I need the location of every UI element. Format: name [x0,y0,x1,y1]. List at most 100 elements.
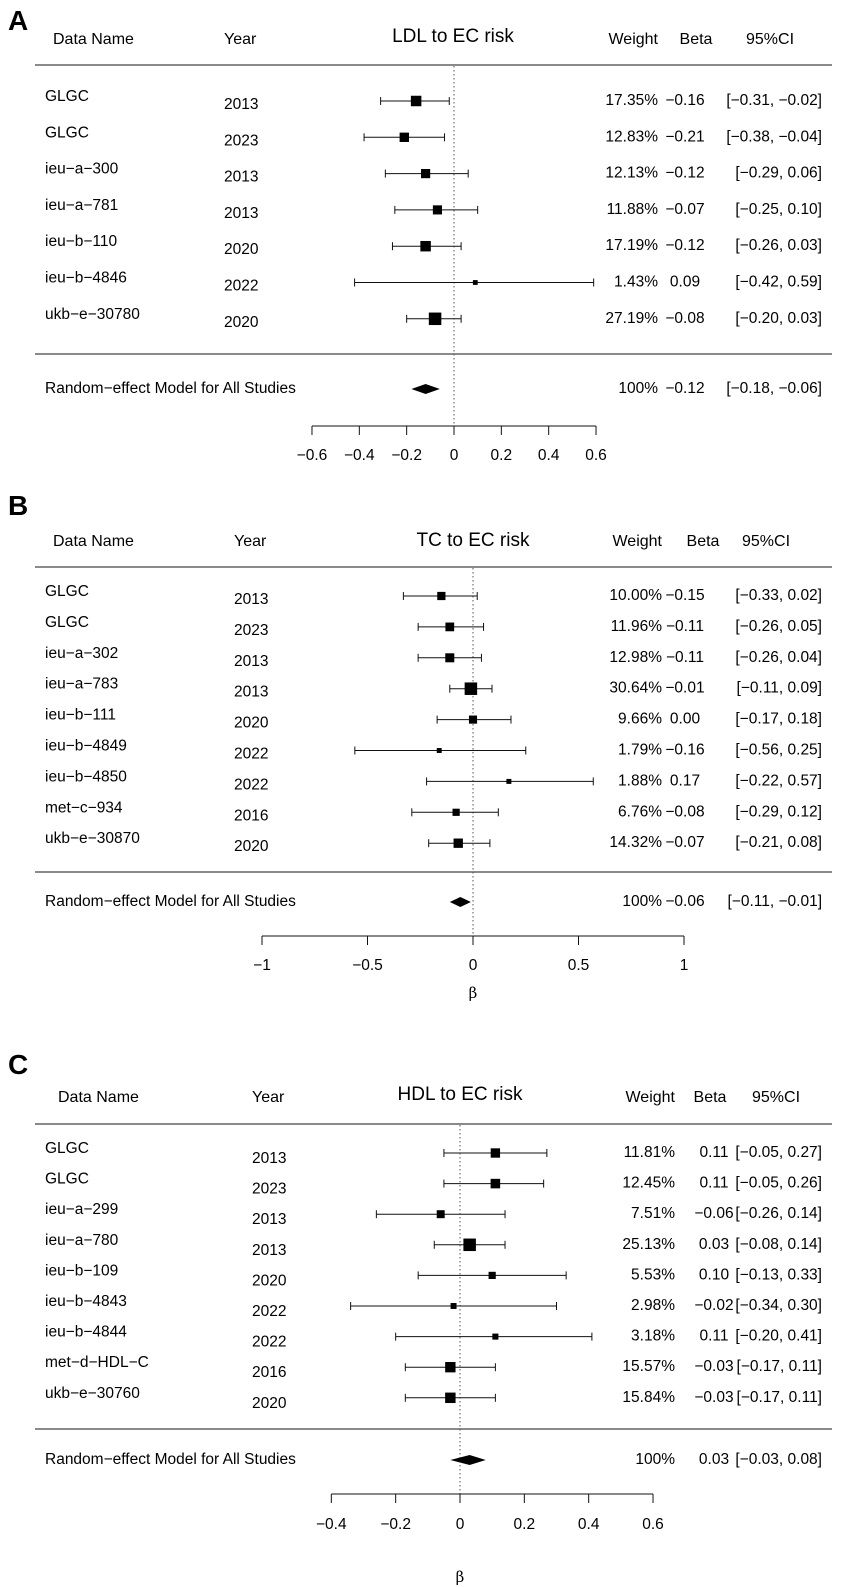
study-row: ieu−b−111 2020 9.66% 0.00 [−0.17, 0.18] [45,707,822,732]
summary-beta: −0.06 [665,893,704,910]
study-beta: −0.16 [665,92,704,109]
column-header-beta: Beta [680,31,713,48]
study-ci: [−0.38, −0.04] [726,128,822,145]
summary-diamond [449,897,471,907]
study-name: GLGC [45,1140,89,1157]
column-header-weight: Weight [612,533,662,550]
study-beta: −0.12 [665,237,704,254]
x-tick-label: −0.6 [297,447,328,464]
study-year: 2023 [252,1181,286,1198]
study-name: ieu−b−110 [45,233,117,250]
forest-panel-c: C Data Name Year HDL to EC risk Weight Beta 95… [8,1049,832,1586]
study-beta: −0.16 [665,742,704,759]
study-weight: 15.84% [622,1389,675,1406]
study-year: 2016 [234,807,268,824]
study-weight: 1.88% [618,772,662,789]
study-ci: [−0.31, −0.02] [726,92,822,109]
effect-square [445,1392,456,1404]
study-name: ieu−a−780 [45,1232,119,1249]
chart-title: LDL to EC risk [392,26,514,47]
study-row: ieu−a−781 2013 11.88% −0.07 [−0.25, 0.10] [45,197,822,222]
column-header-year: Year [234,533,267,550]
study-ci: [−0.29, 0.12] [735,803,822,820]
study-name: ieu−b−4843 [45,1293,127,1310]
study-ci: [−0.26, 0.05] [735,618,822,635]
study-beta: −0.11 [666,618,704,635]
study-beta: 0.11 [699,1328,728,1345]
study-ci: [−0.42, 0.59] [735,274,822,291]
summary-beta: −0.12 [665,380,704,397]
study-ci: [−0.20, 0.03] [735,310,822,327]
summary-ci: [−0.11, −0.01] [727,893,822,910]
chart-title: HDL to EC risk [398,1084,523,1105]
study-beta: −0.21 [665,128,704,145]
study-ci: [−0.25, 0.10] [735,201,822,218]
study-year: 2022 [234,776,268,793]
study-ci: [−0.34, 0.30] [735,1297,822,1314]
x-tick-label: −1 [253,957,271,974]
forest-panel-a: A Data Name Year LDL to EC risk Weight Beta 95… [8,5,832,464]
study-year: 2013 [252,1242,286,1259]
study-name: ieu−a−299 [45,1201,118,1218]
study-weight: 12.13% [605,165,658,182]
study-weight: 3.18% [631,1328,675,1345]
study-row: ieu−b−4844 2022 3.18% 0.11 [−0.20, 0.41] [45,1324,822,1351]
study-weight: 5.53% [631,1266,675,1283]
column-header-data-name: Data Name [53,31,134,48]
study-row: GLGC 2023 12.45% 0.11 [−0.05, 0.26] [45,1171,822,1198]
x-axis: −0.6 −0.4 −0.2 0 0.2 0.4 0.6 [297,425,607,464]
column-header-year: Year [224,31,257,48]
study-name: GLGC [45,614,89,631]
effect-square [436,1210,445,1219]
study-row: ieu−b−4846 2022 1.43% 0.09 [−0.42, 0.59] [45,270,822,295]
study-row: ieu−a−783 2013 30.64% −0.01 [−0.11, 0.09] [45,676,822,701]
x-tick-label: 0.2 [514,1516,536,1533]
study-weight: 17.19% [605,237,658,254]
study-row: ieu−b−110 2020 17.19% −0.12 [−0.26, 0.03] [45,233,822,258]
study-row: GLGC 2023 12.83% −0.21 [−0.38, −0.04] [45,124,822,149]
study-ci: [−0.26, 0.04] [735,649,822,666]
study-beta: 0.11 [699,1144,728,1161]
x-tick-label: −0.2 [391,447,422,464]
study-row: ieu−a−299 2013 7.51% −0.06 [−0.26, 0.14] [45,1201,822,1228]
panel-label: C [8,1049,28,1080]
column-header-95ci: 95%CI [742,533,790,550]
summary-beta: 0.03 [699,1451,729,1468]
effect-square [428,312,442,326]
study-ci: [−0.56, 0.25] [735,742,822,759]
x-tick-label: −0.5 [352,957,383,974]
study-beta: −0.07 [665,834,704,851]
x-tick-label: 0.2 [491,447,513,464]
x-axis: −1 −0.5 0 0.5 1 β [253,935,688,1002]
study-name: ieu−b−4844 [45,1324,127,1341]
study-weight: 14.32% [609,834,662,851]
study-row: ieu−b−4850 2022 1.88% 0.17 [−0.22, 0.57] [45,768,822,793]
study-year: 2020 [252,1272,287,1289]
summary-ci: [−0.03, 0.08] [735,1451,822,1468]
study-year: 2013 [224,96,258,113]
study-ci: [−0.26, 0.14] [735,1205,822,1222]
study-weight: 10.00% [609,587,662,604]
column-header-beta: Beta [687,533,720,550]
study-year: 2013 [252,1150,286,1167]
column-header-year: Year [252,1089,285,1106]
study-year: 2020 [234,838,269,855]
study-name: GLGC [45,88,89,105]
effect-square [468,715,478,724]
study-beta: −0.15 [665,587,704,604]
study-name: ieu−a−781 [45,197,118,214]
effect-square [410,95,422,107]
study-year: 2023 [224,132,258,149]
effect-square [420,240,431,252]
study-weight: 6.76% [618,803,662,820]
effect-square [399,132,409,142]
study-ci: [−0.08, 0.14] [735,1236,822,1253]
study-name: ieu−b−109 [45,1262,118,1279]
study-row: ieu−b−109 2020 5.53% 0.10 [−0.13, 0.33] [45,1262,822,1289]
study-year: 2023 [234,622,268,639]
column-header-data-name: Data Name [58,1089,139,1106]
study-ci: [−0.17, 0.11] [737,1358,822,1375]
study-row: ieu−b−4843 2022 2.98% −0.02 [−0.34, 0.30] [45,1293,822,1320]
x-tick-label: −0.4 [316,1516,347,1533]
study-weight: 11.81% [624,1144,676,1161]
